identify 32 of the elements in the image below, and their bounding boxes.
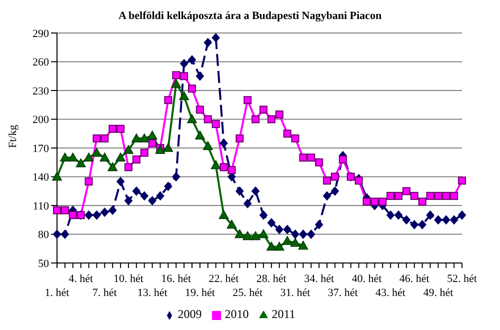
y-tick-label: 230: [32, 85, 50, 98]
x-tick-label: 31. hét: [280, 287, 310, 299]
legend-label: 2010: [224, 307, 249, 321]
y-axis-title: Ft/kg: [6, 124, 19, 148]
legend-label: 2011: [272, 307, 296, 321]
x-tick-label: 4. hét: [68, 273, 94, 285]
x-tick-label: 37. hét: [328, 287, 358, 299]
y-tick-label: 110: [32, 200, 50, 212]
x-tick-label: 1. hét: [44, 287, 70, 299]
legend-label: 2009: [178, 307, 202, 321]
x-tick-label: 13. hét: [137, 287, 168, 299]
x-tick-label: 22. hét: [208, 273, 239, 285]
y-tick-label: 290: [32, 28, 50, 40]
y-tick-label: 80: [38, 229, 50, 242]
x-tick-label: 25. hét: [232, 287, 263, 299]
x-tick-label: 40. hét: [352, 273, 382, 285]
x-tick-label: 49. hét: [423, 287, 454, 299]
x-tick-label: 28. hét: [256, 273, 286, 285]
x-tick-label: 7. hét: [92, 287, 117, 299]
x-tick-label: 43. hét: [376, 287, 406, 299]
y-tick-label: 200: [32, 114, 50, 126]
x-tick-label: 10. hét: [113, 273, 144, 285]
chart-title: A belföldi kelkáposzta ára a Budapesti Nagybani Piacon: [117, 10, 383, 22]
y-tick-label: 260: [32, 56, 50, 69]
x-tick-label: 34. hét: [304, 273, 334, 285]
x-tick-label: 16. hét: [161, 273, 192, 285]
x-tick-label: 52. hét: [447, 273, 477, 285]
y-tick-label: 140: [32, 172, 50, 184]
y-tick-label: 170: [32, 142, 50, 155]
x-tick-label: 19. hét: [184, 287, 215, 299]
x-tick-label: 46. hét: [399, 273, 430, 285]
y-tick-label: 50: [38, 258, 50, 270]
